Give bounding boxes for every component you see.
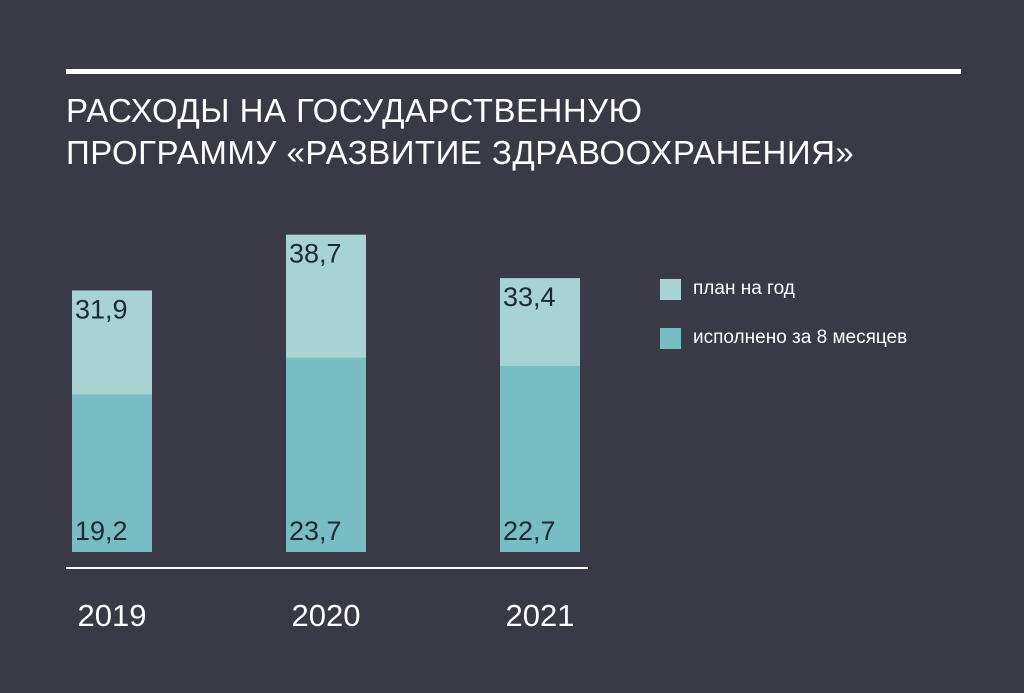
data-label-executed-2021: 22,7 xyxy=(503,516,556,546)
legend-swatch-plan xyxy=(660,278,681,300)
x-tick-label-2021: 2021 xyxy=(506,598,575,633)
bar-executed-2019 xyxy=(72,394,152,552)
x-tick-label-2020: 2020 xyxy=(292,598,361,633)
legend-label-executed: исполнено за 8 месяцев xyxy=(693,327,908,348)
data-label-plan-2020: 38,7 xyxy=(289,239,342,269)
bar-executed-2021 xyxy=(500,365,580,552)
chart-title-line-2: ПРОГРАММУ «РАЗВИТИЕ ЗДРАВООХРАНЕНИЯ» xyxy=(66,134,855,171)
legend-item-plan: план на год xyxy=(660,278,795,300)
chart-title-line-1: РАСХОДЫ НА ГОСУДАРСТВЕННУЮ xyxy=(66,92,643,129)
title-rule xyxy=(66,69,961,74)
data-label-plan-2021: 33,4 xyxy=(503,282,556,312)
x-tick-label-2019: 2019 xyxy=(78,598,147,633)
data-label-executed-2019: 19,2 xyxy=(75,516,128,546)
legend-swatch-executed xyxy=(660,327,681,349)
legend-label-plan: план на год xyxy=(693,278,795,299)
data-label-plan-2019: 31,9 xyxy=(75,294,128,324)
data-label-executed-2020: 23,7 xyxy=(289,516,342,546)
bar-executed-2020 xyxy=(286,357,366,552)
legend-item-executed: исполнено за 8 месяцев xyxy=(660,327,907,349)
chart-title: РАСХОДЫ НА ГОСУДАРСТВЕННУЮ ПРОГРАММУ «РА… xyxy=(66,90,966,174)
